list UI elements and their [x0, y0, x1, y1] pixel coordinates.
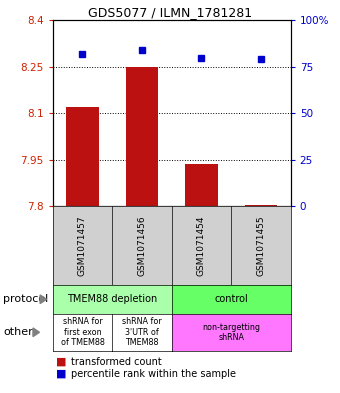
Text: GSM1071454: GSM1071454 — [197, 215, 206, 276]
Bar — [125, 67, 158, 206]
Text: ■: ■ — [56, 369, 67, 379]
Text: protocol: protocol — [3, 294, 49, 304]
Text: shRNA for
3'UTR of
TMEM88: shRNA for 3'UTR of TMEM88 — [122, 318, 162, 347]
Bar — [185, 165, 218, 206]
Text: other: other — [3, 327, 33, 337]
Text: TMEM88 depletion: TMEM88 depletion — [67, 294, 157, 304]
Text: control: control — [214, 294, 248, 304]
Text: ■: ■ — [56, 357, 67, 367]
Text: GSM1071455: GSM1071455 — [256, 215, 266, 276]
Text: percentile rank within the sample: percentile rank within the sample — [71, 369, 236, 379]
Text: GDS5077 / ILMN_1781281: GDS5077 / ILMN_1781281 — [88, 6, 252, 19]
Text: transformed count: transformed count — [71, 357, 162, 367]
Bar — [66, 107, 99, 206]
Text: GSM1071457: GSM1071457 — [78, 215, 87, 276]
Text: GSM1071456: GSM1071456 — [137, 215, 147, 276]
Text: non-targetting
shRNA: non-targetting shRNA — [202, 323, 260, 342]
Text: shRNA for
first exon
of TMEM88: shRNA for first exon of TMEM88 — [61, 318, 104, 347]
Bar — [244, 205, 277, 206]
